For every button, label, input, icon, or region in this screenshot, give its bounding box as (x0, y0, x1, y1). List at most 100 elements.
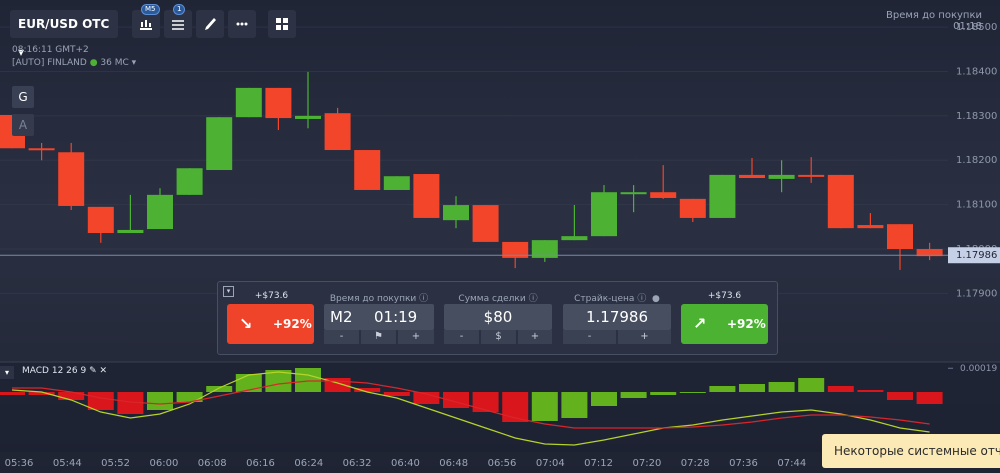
time-minus[interactable]: - (324, 330, 359, 344)
candle-body (295, 115, 321, 119)
macd-line (12, 380, 930, 429)
y-tick-label: 1.17900 (956, 288, 997, 299)
indicators-button[interactable]: 1 (164, 4, 192, 38)
x-tick-label: 05:52 (101, 458, 130, 469)
purchase-timer-label: Время до покупки (885, 10, 982, 21)
sell-percent: +92% (273, 317, 312, 331)
expiry-mode: M2 (330, 308, 353, 326)
collapse-icon[interactable]: ▾ (223, 286, 234, 297)
macd-bar (561, 392, 588, 418)
macd-bar (502, 392, 529, 422)
x-tick-label: 06:40 (391, 458, 420, 469)
x-tick-label: 07:04 (536, 458, 565, 469)
macd-bar (235, 374, 262, 392)
candle-body (679, 198, 706, 218)
x-tick-label: 07:20 (632, 458, 661, 469)
y-tick-label: 1.18400 (956, 66, 997, 77)
candle-body (739, 174, 765, 179)
strike-minus[interactable]: - (563, 330, 616, 344)
candle-body (502, 241, 529, 258)
server-time: 08:16:11 GMT+2 (12, 45, 89, 55)
layout-icon (276, 18, 288, 30)
macd-bar (295, 368, 321, 392)
strike-label: Страйк-цена ⓘ ● (574, 294, 660, 304)
x-tick-label: 06:00 (149, 458, 178, 469)
macd-bar (117, 392, 144, 414)
candle-body (561, 236, 588, 241)
macd-bar (857, 390, 884, 392)
time-input[interactable]: M2 01:19 (324, 304, 434, 330)
y-tick-label: 1.18500 (956, 22, 997, 33)
macd-bar (206, 386, 233, 392)
candle-body (383, 176, 410, 190)
time-flag[interactable]: ⚑ (361, 330, 396, 344)
candle-body (147, 194, 173, 230)
buy-button[interactable]: ↗ +92% (681, 304, 768, 344)
amount-plus[interactable]: + (518, 330, 552, 344)
macd-bar (620, 392, 647, 398)
candle-body (58, 152, 85, 206)
layout-button[interactable] (268, 10, 296, 38)
candle-body (354, 150, 381, 190)
strike-plus[interactable]: + (618, 330, 671, 344)
left-payout: +$73.6 (254, 291, 289, 301)
time-label: Время до покупки ⓘ (329, 294, 429, 304)
macd-toggle[interactable]: ▾ (0, 366, 14, 379)
amount-value: $80 (483, 308, 513, 326)
trade-panel: ▾ +$73.6 ↘ +92% Время до покупки ⓘ M2 01:1… (217, 281, 778, 355)
x-tick-label: 07:12 (584, 458, 613, 469)
drawing-icon (205, 18, 216, 30)
x-tick-label: 06:16 (246, 458, 275, 469)
up-arrow: ↗ (693, 314, 707, 333)
asset-selector[interactable]: EUR/USD OTC ▾ (10, 10, 118, 59)
candle-body (768, 174, 795, 179)
time-plus[interactable]: + (398, 330, 434, 344)
asset-name: EUR/USD OTC (18, 17, 110, 31)
drawing-button[interactable] (196, 10, 224, 38)
candle-body (324, 113, 351, 151)
strike-input[interactable]: 1.17986 (563, 304, 671, 330)
macd-bar (679, 392, 706, 393)
g-button[interactable]: G (12, 86, 34, 108)
macd-bar (916, 392, 943, 404)
macd-title: MACD 12 26 9 (22, 366, 87, 376)
x-tick-label: 06:24 (294, 458, 323, 469)
amount-minus[interactable]: - (444, 330, 479, 344)
a-button[interactable]: A (12, 114, 34, 136)
more-button[interactable] (228, 10, 256, 38)
macd-bar (887, 392, 913, 400)
x-tick-label: 05:44 (53, 458, 82, 469)
macd-bar (798, 378, 825, 392)
macd-bar (531, 392, 558, 421)
amount-input[interactable]: $80 (444, 304, 552, 330)
down-arrow: ↘ (239, 314, 253, 333)
macd-bar (383, 392, 410, 396)
macd-bar (265, 370, 292, 392)
candle-body (472, 205, 499, 242)
candle-body (28, 148, 55, 151)
current-price-label: 1.17986 (956, 250, 997, 261)
notification-tooltip[interactable]: Некоторые системные отчё (822, 434, 1000, 468)
server-name: [AUTO] FINLAND (12, 58, 87, 68)
purchase-timer: Время до покупки 01:18 (886, 10, 982, 32)
x-tick-label: 07:44 (777, 458, 806, 469)
candle-body (591, 192, 617, 237)
candle-body (265, 87, 292, 119)
ping: 36 MC (100, 58, 129, 68)
amount-currency[interactable]: $ (481, 330, 516, 344)
x-tick-label: 06:48 (439, 458, 468, 469)
amount-label-text: Сумма сделки (458, 294, 526, 304)
macd-bar (739, 384, 765, 392)
time-value: 01:19 (374, 308, 418, 326)
notification-text: Некоторые системные отчё (834, 444, 1000, 458)
candle-body (798, 174, 825, 177)
time-label-text: Время до покупки (329, 294, 417, 304)
macd-line (11, 371, 930, 446)
a-label: A (18, 118, 28, 132)
x-tick-label: 06:08 (198, 458, 227, 469)
candle-body (413, 174, 440, 218)
sell-button[interactable]: ↘ +92% (227, 304, 314, 344)
y-tick-label: 1.18100 (956, 200, 997, 211)
timeframe-button[interactable]: M5 (132, 4, 160, 38)
